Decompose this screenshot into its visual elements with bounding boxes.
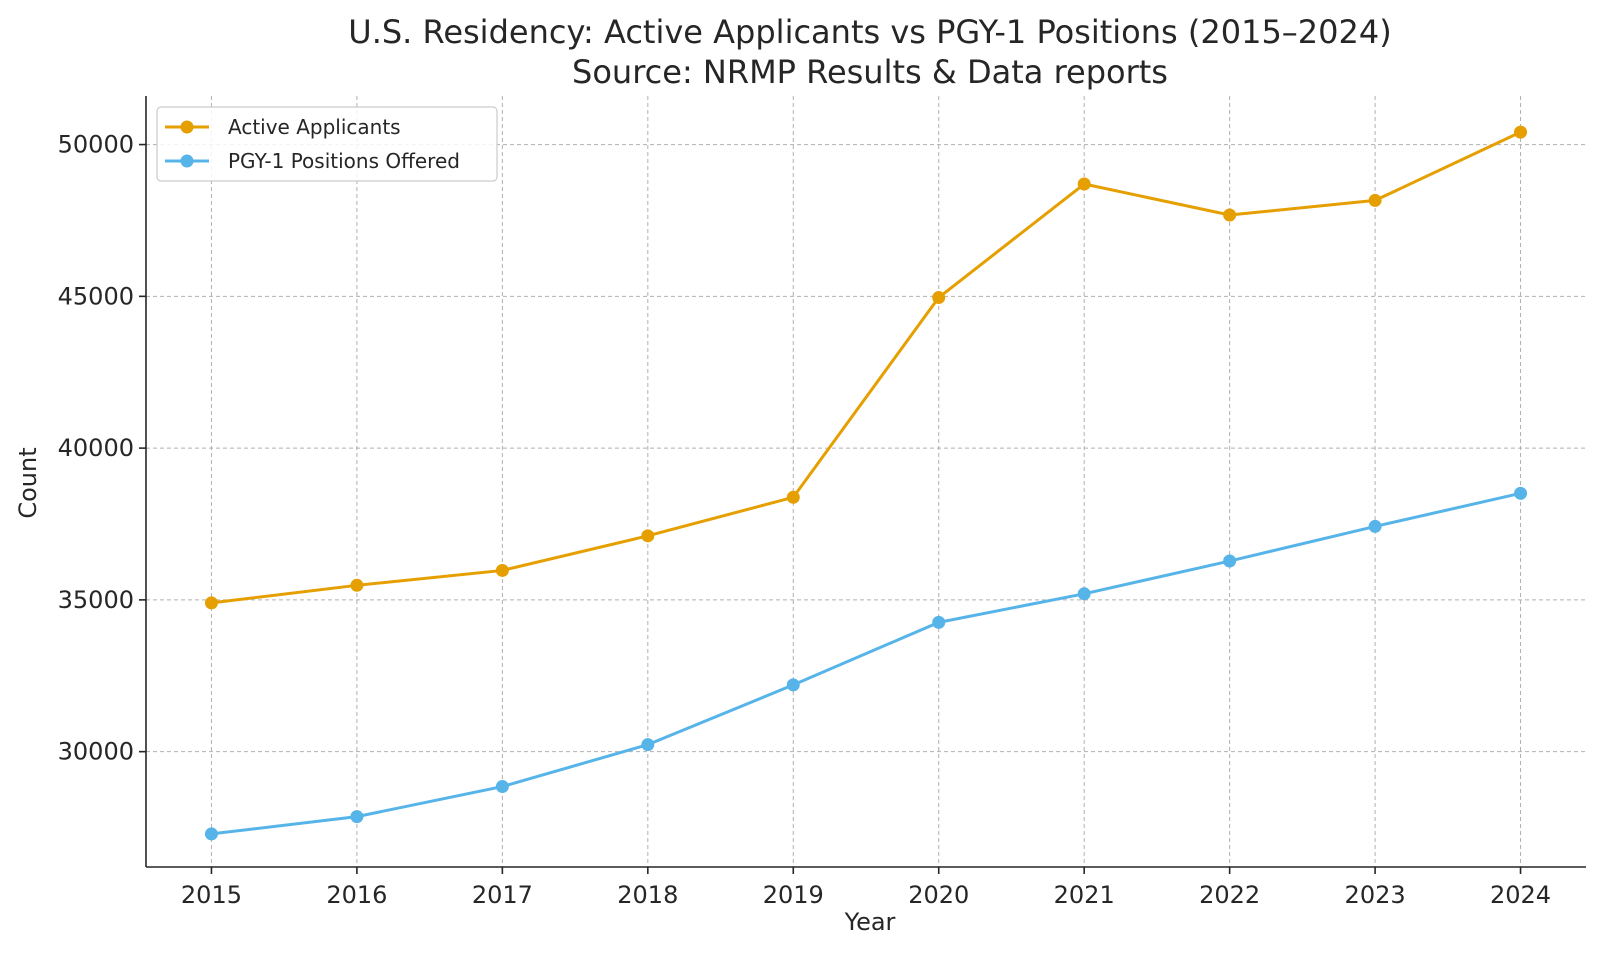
data-point-pgy-1-positions-offered-2017: [495, 780, 509, 794]
series-line-active-applicants: [211, 130, 1522, 605]
data-point-active-applicants-2015: [204, 596, 218, 610]
y-tick-label: 35000: [58, 586, 134, 614]
x-axis-label: Year: [844, 908, 896, 936]
data-point-pgy-1-positions-offered-2018: [641, 738, 655, 752]
y-tick-label: 30000: [58, 738, 134, 766]
y-tick-label: 50000: [58, 131, 134, 159]
data-point-pgy-1-positions-offered-2020: [932, 615, 946, 629]
x-tick-label: 2015: [181, 881, 242, 909]
chart-title: U.S. Residency: Active Applicants vs PGY…: [348, 13, 1391, 51]
legend: Active Applicants PGY-1 Positions Offered: [156, 106, 498, 182]
series-line-pgy-1-positions-offered: [211, 491, 1521, 836]
chart-subtitle: Source: NRMP Results & Data reports: [572, 53, 1168, 91]
data-point-active-applicants-2017: [495, 563, 509, 577]
data-point-pgy-1-positions-offered-2023: [1368, 519, 1382, 533]
x-tick-label: 2018: [617, 881, 678, 909]
x-tick-label: 2022: [1199, 881, 1260, 909]
y-tick-label: 40000: [58, 434, 134, 462]
x-tick-label: 2020: [908, 881, 969, 909]
data-point-active-applicants-2022: [1223, 208, 1237, 222]
x-tick-label: 2023: [1345, 881, 1406, 909]
x-tick-label: 2019: [763, 881, 824, 909]
axes: 2015 2016 2017 2018 2019 2020 2021 2022 2023 2024…: [58, 96, 1586, 909]
data-point-pgy-1-positions-offered-2019: [786, 678, 800, 692]
data-point-pgy-1-positions-offered-2022: [1223, 554, 1237, 568]
data-point-active-applicants-2016: [350, 578, 364, 592]
y-tick-label: 45000: [58, 282, 134, 310]
data-point-pgy-1-positions-offered-2024: [1514, 486, 1528, 500]
x-tick-label: 2016: [326, 881, 387, 909]
x-tick-label: 2024: [1490, 881, 1551, 909]
y-axis-label: Count: [14, 447, 42, 518]
data-point-pgy-1-positions-offered-2021: [1077, 587, 1091, 601]
x-tick-label: 2017: [472, 881, 533, 909]
legend-box: [156, 106, 498, 182]
data-point-pgy-1-positions-offered-2016: [350, 810, 364, 824]
grid: [146, 96, 1586, 867]
x-tick-label: 2021: [1054, 881, 1115, 909]
data-point-active-applicants-2018: [641, 529, 655, 543]
data-point-active-applicants-2020: [932, 291, 946, 305]
data-point-pgy-1-positions-offered-2015: [204, 827, 218, 841]
data-point-active-applicants-2024: [1514, 125, 1528, 139]
data-point-active-applicants-2021: [1077, 177, 1091, 191]
legend-label-active-applicants: Active Applicants: [228, 115, 401, 139]
legend-label-pgy-1-positions-offered: PGY-1 Positions Offered: [228, 149, 460, 173]
data-point-active-applicants-2023: [1368, 193, 1382, 207]
legend-swatch-marker-active-applicants: [180, 120, 194, 134]
series: [204, 125, 1528, 841]
data-point-active-applicants-2019: [786, 490, 800, 504]
legend-swatch-marker-pgy-1-positions-offered: [180, 154, 194, 168]
